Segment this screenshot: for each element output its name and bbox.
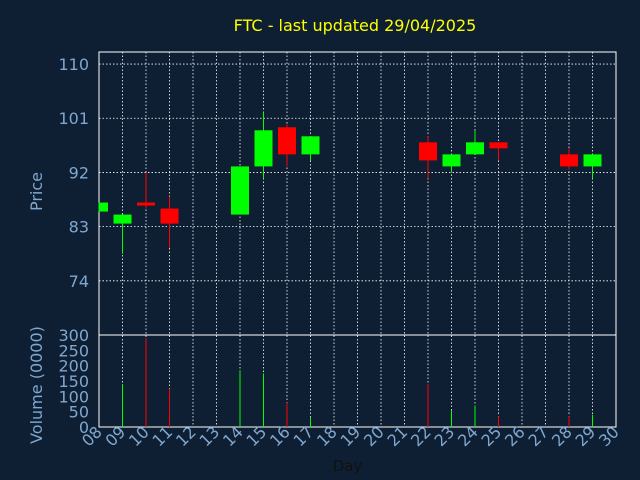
volume-tick-label: 300 [58, 326, 89, 345]
candle-23 [442, 154, 461, 173]
candle-28 [560, 148, 578, 170]
candle-body [278, 127, 296, 155]
volume-tick-label: 0 [79, 418, 89, 437]
price-tick-label: 110 [58, 55, 89, 74]
candle-body [489, 142, 508, 149]
candle-22 [419, 136, 437, 179]
candle-body [466, 142, 484, 155]
price-tick-label: 101 [58, 109, 89, 128]
candle-body [231, 166, 249, 215]
candle-25 [489, 142, 508, 161]
price-tick-label: 83 [69, 218, 89, 237]
volume-tick-label: 200 [58, 357, 89, 376]
x-axis: 0809101112131415161718192021222324252627… [78, 422, 623, 475]
price-axis-label: Price [27, 172, 46, 211]
candle-10 [137, 172, 155, 209]
price-tick-label: 74 [69, 272, 89, 291]
candle-body [301, 136, 320, 155]
candle-29 [583, 154, 602, 179]
candle-body [99, 202, 108, 212]
x-axis-label: Day [333, 457, 363, 475]
candle-14 [231, 166, 249, 215]
chart-title: FTC - last updated 29/04/2025 [234, 16, 477, 35]
candle-17 [301, 136, 320, 161]
price-panel: 110 101 92 83 74 Price [27, 51, 617, 427]
price-tick-label: 92 [69, 163, 89, 182]
candle-body [254, 130, 273, 167]
candle-15 [254, 112, 273, 179]
candle-body [160, 208, 179, 224]
volume-tick-label: 100 [58, 387, 89, 406]
candle-body [442, 154, 461, 167]
candle-09 [113, 214, 132, 254]
candle-body [419, 142, 437, 161]
candle-body [583, 154, 602, 167]
candle-body [113, 214, 132, 224]
candle-body [560, 154, 578, 167]
candle-16 [278, 124, 296, 167]
candle-08 [98, 202, 108, 212]
volume-tick-label: 250 [58, 341, 89, 360]
volume-plot-frame [98, 334, 617, 428]
volume-axis-label: Volume (0000) [27, 326, 46, 444]
candle-body [137, 202, 155, 206]
volume-tick-label: 150 [58, 372, 89, 391]
candle-24 [466, 130, 484, 155]
candle-11 [160, 196, 179, 248]
volume-tick-label: 50 [69, 403, 89, 422]
